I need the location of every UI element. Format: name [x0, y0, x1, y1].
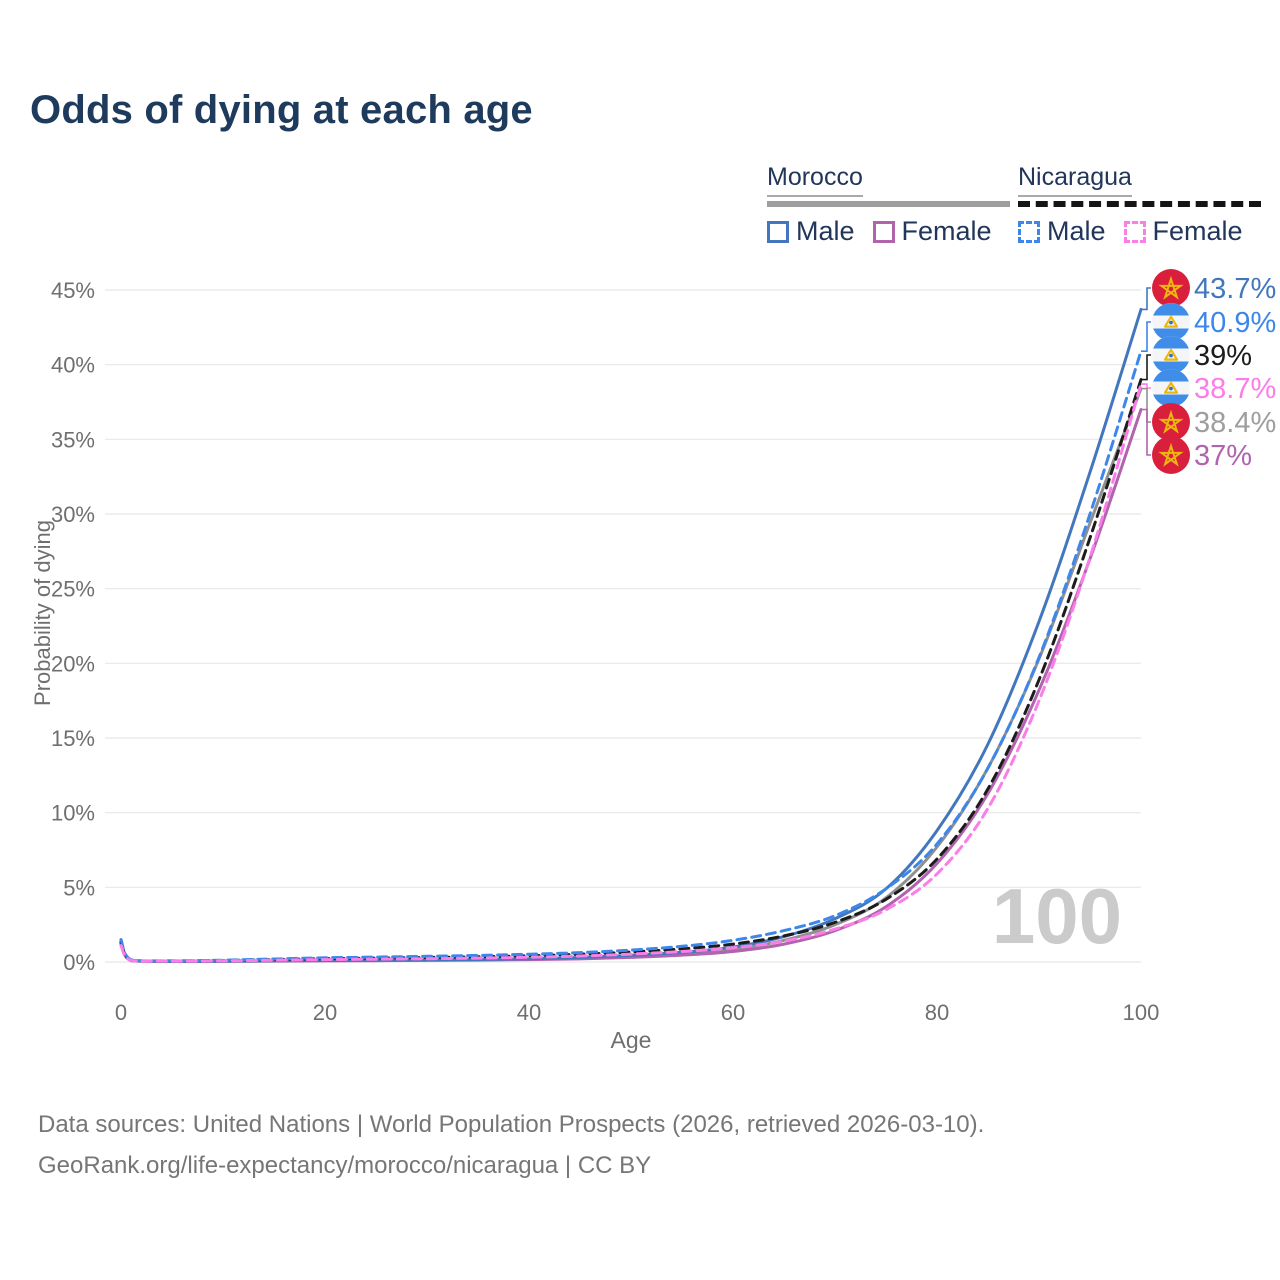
end-label-group-nicaragua-both: 39%: [1141, 336, 1252, 381]
end-label-group-nicaragua-male: 40.9%: [1141, 303, 1276, 352]
y-tick-10%: 10%: [51, 801, 95, 826]
curve-morocco-female[interactable]: [119, 408, 1143, 963]
data-sources-line: Data sources: United Nations | World Pop…: [38, 1111, 985, 1138]
y-tick-45%: 45%: [51, 278, 95, 303]
leader-line-morocco-both: [1141, 387, 1151, 423]
legend-label-morocco-male[interactable]: Male: [796, 216, 855, 246]
flag-icon-morocco: [1152, 269, 1190, 307]
end-label-nicaragua-male: 40.9%: [1194, 307, 1276, 339]
x-tick-100: 100: [1123, 1000, 1160, 1025]
legend-swatch-nicaragua-female[interactable]: [1123, 220, 1146, 243]
attribution-line: GeoRank.org/life-expectancy/morocco/nica…: [38, 1152, 652, 1179]
legend-label-nicaragua-male[interactable]: Male: [1047, 216, 1106, 246]
leader-line-nicaragua-both: [1141, 354, 1151, 381]
end-label-group-nicaragua-female: 38.7%: [1141, 369, 1276, 407]
legend-group-morocco: Morocco Male Female: [767, 163, 1010, 247]
end-label-group-morocco-male: 43.7%: [1141, 269, 1276, 311]
y-tick-25%: 25%: [51, 577, 95, 602]
curve-nicaragua-both[interactable]: [119, 378, 1143, 963]
legend-group-nicaragua: Nicaragua Male Female: [1018, 163, 1261, 247]
end-label-group-morocco-female: 37%: [1141, 408, 1252, 474]
end-label-morocco-both: 38.4%: [1194, 407, 1276, 439]
leader-line-morocco-male: [1141, 287, 1151, 311]
leader-line-morocco-female: [1141, 408, 1151, 456]
x-tick-40: 40: [517, 1000, 541, 1025]
line-chart: 0% 5% 10% 15% 20% 25% 30% 35% 40% 45% 0 20 40 60 80 100…: [30, 269, 1276, 1053]
leader-line-nicaragua-female: [1141, 383, 1151, 389]
end-label-nicaragua-both: 39%: [1194, 340, 1252, 372]
curve-nicaragua-female[interactable]: [119, 382, 1143, 963]
end-label-morocco-female: 37%: [1194, 440, 1252, 472]
curve-morocco-male[interactable]: [119, 307, 1143, 963]
legend-label-morocco-female[interactable]: Female: [901, 216, 992, 246]
x-tick-20: 20: [313, 1000, 337, 1025]
end-label-group-morocco-both: 38.4%: [1141, 387, 1276, 441]
legend-line-style-morocco: [767, 201, 1010, 207]
legend-swatch-nicaragua-male[interactable]: [1018, 220, 1040, 243]
legend-country-nicaragua[interactable]: Nicaragua: [1018, 163, 1132, 197]
x-axis-title: Age: [611, 1027, 652, 1053]
end-label-nicaragua-female: 38.7%: [1194, 373, 1276, 405]
x-tick-60: 60: [721, 1000, 745, 1025]
y-tick-0%: 0%: [63, 950, 95, 975]
legend-swatch-morocco-male[interactable]: [767, 220, 789, 243]
flag-icon-nicaragua: [1152, 369, 1190, 407]
flag-icon-nicaragua: [1152, 336, 1190, 374]
y-tick-40%: 40%: [51, 353, 95, 378]
y-tick-35%: 35%: [51, 427, 95, 452]
chart-footer: Data sources: United Nations | World Pop…: [38, 1104, 984, 1186]
curve-morocco-both[interactable]: [119, 387, 1143, 963]
legend-label-nicaragua-female[interactable]: Female: [1152, 216, 1243, 246]
flag-icon-nicaragua: [1152, 303, 1190, 341]
legend-country-morocco[interactable]: Morocco: [767, 163, 863, 197]
y-axis-title: Probability of dying: [30, 520, 55, 706]
y-tick-15%: 15%: [51, 726, 95, 751]
x-tick-0: 0: [115, 1000, 127, 1025]
flag-icon-morocco: [1152, 436, 1190, 474]
flag-icon-morocco: [1152, 403, 1190, 441]
y-tick-5%: 5%: [63, 875, 95, 900]
legend-swatch-morocco-female[interactable]: [872, 220, 895, 243]
y-tick-30%: 30%: [51, 502, 95, 527]
curve-nicaragua-male[interactable]: [119, 349, 1143, 963]
page-title: Odds of dying at each age: [30, 88, 533, 132]
leader-line-nicaragua-male: [1141, 321, 1151, 352]
legend-line-style-nicaragua: [1018, 201, 1261, 207]
end-label-morocco-male: 43.7%: [1194, 273, 1276, 305]
x-tick-80: 80: [925, 1000, 949, 1025]
watermark-age-100: 100: [992, 872, 1122, 960]
y-tick-20%: 20%: [51, 651, 95, 676]
